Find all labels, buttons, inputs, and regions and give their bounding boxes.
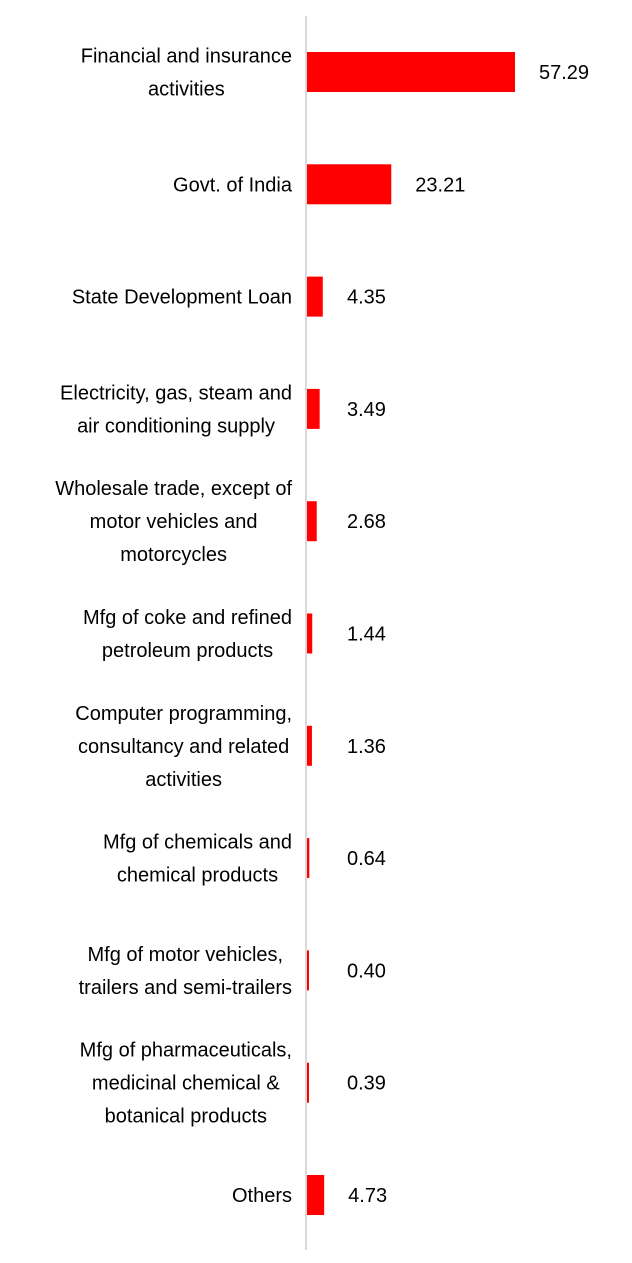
category-label-line: motor vehicles and [90, 511, 258, 533]
bar [307, 388, 320, 429]
bar [307, 950, 309, 991]
category-label: Govt. of India [173, 174, 293, 196]
category-label: Mfg of pharmaceuticals, medicinal chemica… [80, 1040, 292, 1128]
bar [307, 725, 312, 766]
category-label: Mfg of chemicals and chemical products [103, 832, 292, 887]
category-label-line: Govt. of India [173, 174, 293, 196]
bar [307, 838, 310, 879]
value-label: 2.68 [347, 511, 386, 533]
value-label: 1.44 [347, 624, 386, 646]
value-label: 4.73 [348, 1185, 387, 1207]
value-label: 0.39 [347, 1073, 386, 1095]
category-label-line: Financial and insurance [81, 46, 292, 68]
category-label-line: Computer programming, [75, 703, 292, 725]
category-label: Financial and insurance activities [81, 46, 292, 101]
value-label: 0.64 [347, 848, 386, 870]
category-label-line: motorcycles [120, 544, 227, 566]
category-label-line: trailers and semi-trailers [79, 977, 292, 999]
category-label: State Development Loan [72, 287, 292, 309]
labels-layer: 57.29 Financial and insurance activities 23… [55, 46, 589, 1208]
value-label: 57.29 [539, 62, 589, 84]
bar [307, 613, 313, 654]
category-label-line: air conditioning supply [77, 415, 275, 437]
value-label: 3.49 [347, 399, 386, 421]
value-label: 23.21 [415, 174, 465, 196]
category-label: Mfg of coke and refined petroleum product… [83, 607, 292, 662]
category-label: Others [232, 1185, 292, 1207]
category-label-line: medicinal chemical & [92, 1073, 281, 1095]
category-label-line: Mfg of chemicals and [103, 832, 292, 854]
value-label: 1.36 [347, 736, 386, 758]
category-label: Mfg of motor vehicles, trailers and semi-… [79, 944, 292, 999]
category-label-line: botanical products [105, 1106, 267, 1128]
bar [307, 52, 515, 92]
bars-layer [307, 52, 515, 1215]
category-label: Electricity, gas, steam and air condition… [60, 382, 292, 437]
category-label-line: Electricity, gas, steam and [60, 382, 292, 404]
category-label: Wholesale trade, except of motor vehicles… [55, 478, 292, 566]
category-label-line: Mfg of motor vehicles, [87, 944, 283, 966]
category-label-line: activities [145, 769, 222, 791]
category-label-line: consultancy and related [78, 736, 289, 758]
value-label: 4.35 [347, 287, 386, 309]
category-label-line: chemical products [117, 865, 278, 887]
value-label: 0.40 [347, 960, 386, 982]
category-label-line: Mfg of pharmaceuticals, [80, 1040, 292, 1062]
category-label-line: Others [232, 1185, 292, 1207]
category-label-line: State Development Loan [72, 287, 292, 309]
bar [307, 1175, 325, 1215]
category-label: Computer programming, consultancy and rel… [75, 703, 292, 791]
bar [307, 1062, 309, 1103]
category-label-line: Wholesale trade, except of [55, 478, 292, 500]
category-label-line: Mfg of coke and refined [83, 607, 292, 629]
bar [307, 501, 317, 542]
bar [307, 276, 323, 317]
bar [307, 164, 392, 205]
category-label-line: activities [148, 79, 225, 101]
category-label-line: petroleum products [102, 640, 273, 662]
